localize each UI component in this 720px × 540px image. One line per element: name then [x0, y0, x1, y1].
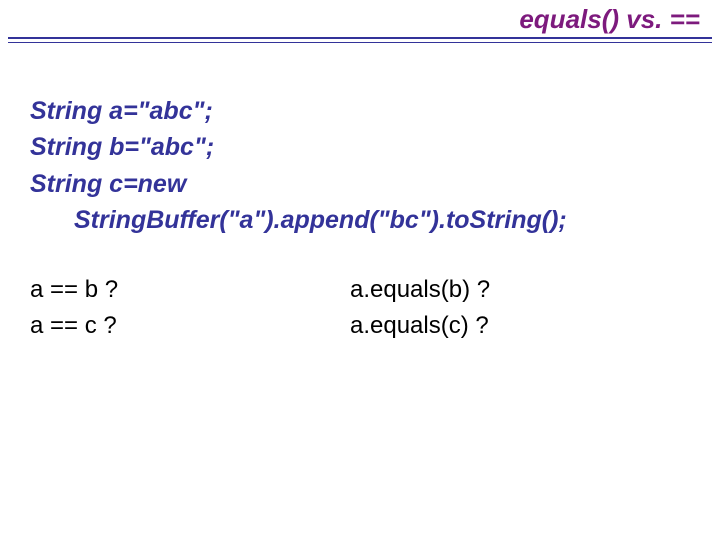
title-area: equals() vs. ==: [0, 0, 720, 37]
slide: equals() vs. == String a="abc"; String b…: [0, 0, 720, 540]
question-right: a.equals(b) ?: [350, 272, 490, 308]
question-row: a == c ? a.equals(c) ?: [30, 308, 690, 344]
code-block: String a="abc"; String b="abc"; String c…: [30, 93, 690, 238]
content-area: String a="abc"; String b="abc"; String c…: [0, 43, 720, 344]
slide-title: equals() vs. ==: [20, 4, 700, 35]
question-left: a == b ?: [30, 272, 350, 308]
code-line: String c=new: [30, 166, 690, 202]
code-line: String a="abc";: [30, 93, 690, 129]
code-line: StringBuffer("a").append("bc").toString(…: [30, 202, 690, 238]
question-row: a == b ? a.equals(b) ?: [30, 272, 690, 308]
code-line: String b="abc";: [30, 129, 690, 165]
divider-line-1: [8, 37, 712, 39]
question-block: a == b ? a.equals(b) ? a == c ? a.equals…: [30, 272, 690, 344]
question-left: a == c ?: [30, 308, 350, 344]
question-right: a.equals(c) ?: [350, 308, 489, 344]
